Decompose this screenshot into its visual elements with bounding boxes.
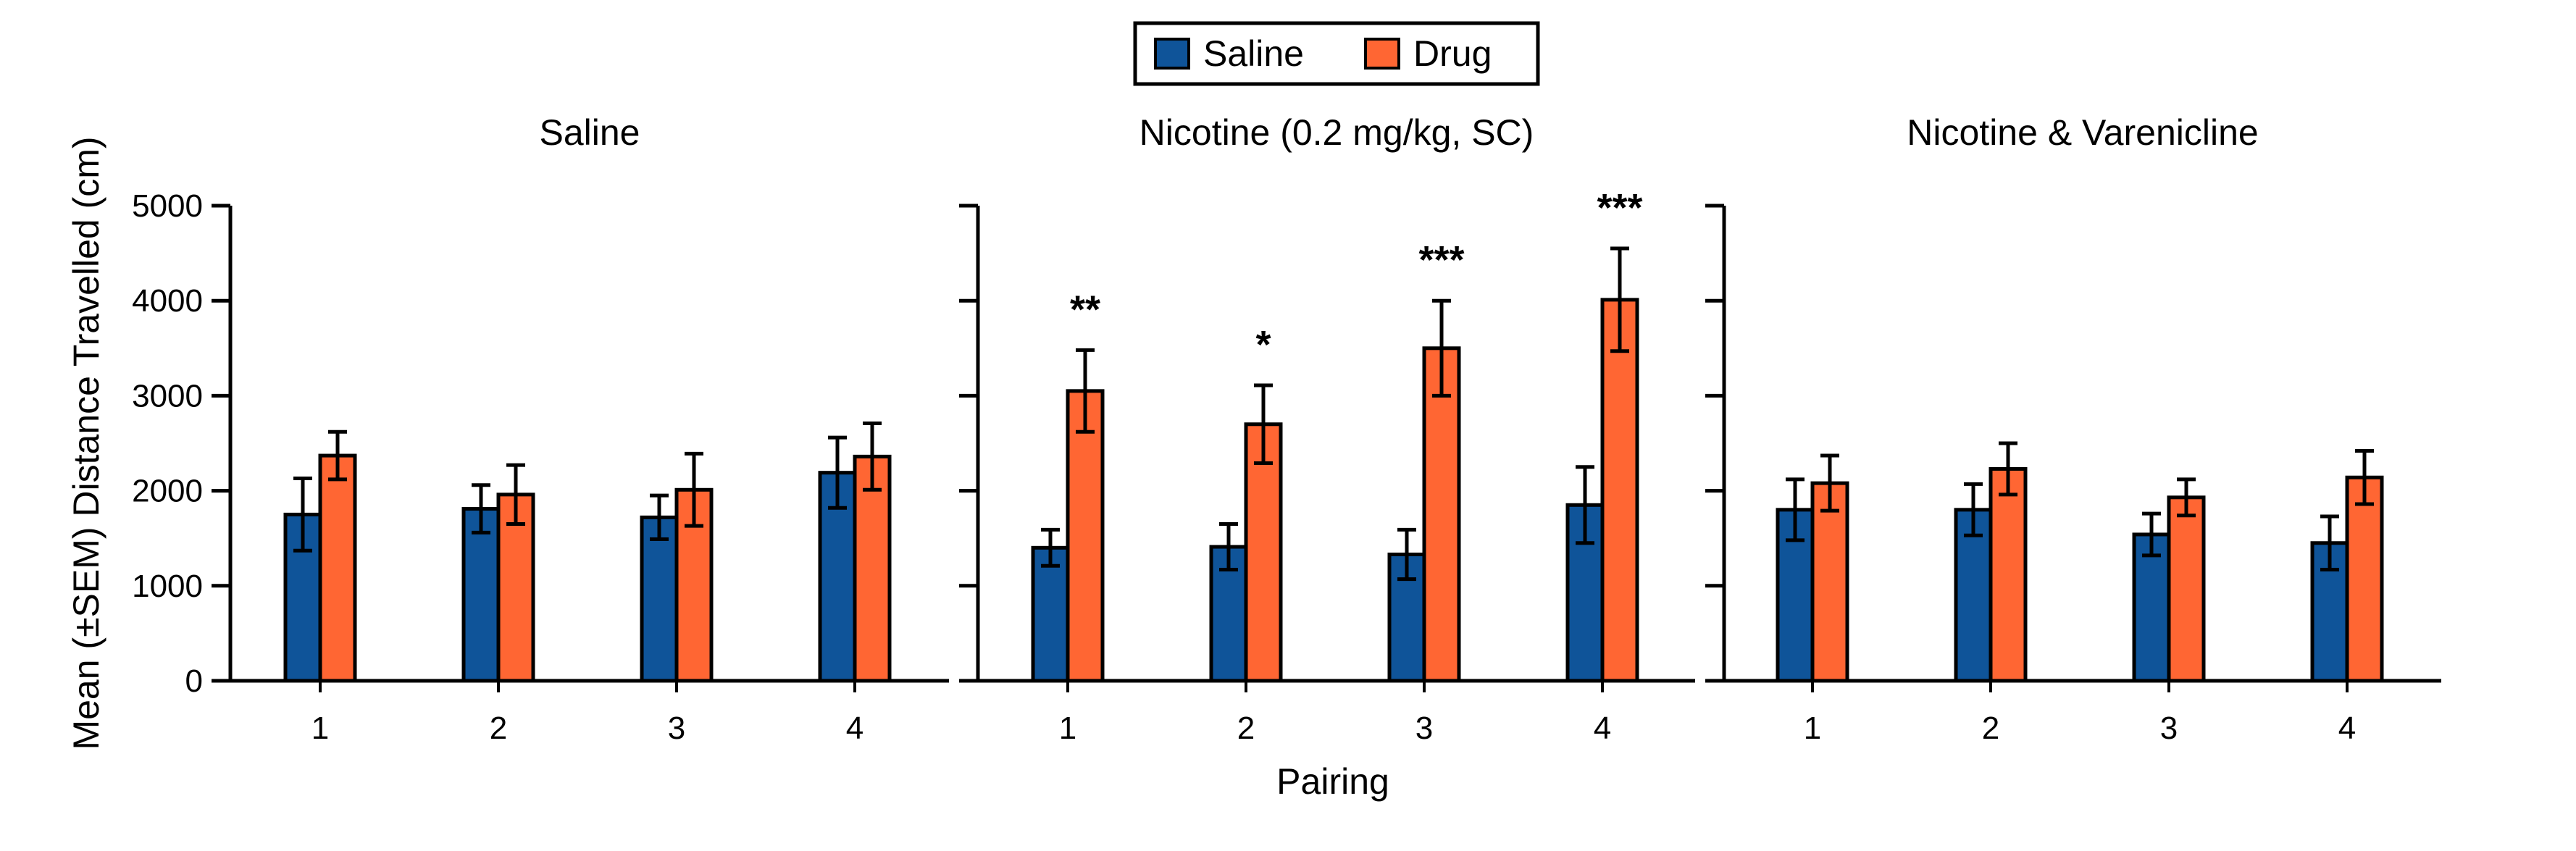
y-tick-label-4000: 4000 <box>132 283 203 319</box>
panel-2-bar-drug-3 <box>1422 346 1461 683</box>
panel-2-significance-1: ** <box>1070 288 1100 331</box>
panel-1-bar-saline-3 <box>640 515 679 683</box>
panel-3-x-tick-label-2: 2 <box>1982 710 1999 746</box>
legend-label-drug: Drug <box>1413 33 1492 74</box>
panel-1-x-tick-label-4: 4 <box>846 710 863 746</box>
panel-2-bar-saline-4 <box>1565 503 1605 683</box>
legend-swatch-saline <box>1154 38 1190 70</box>
legend-box <box>1133 21 1540 86</box>
panel-3-bar-drug-4 <box>2345 475 2384 683</box>
panel-3-x-tick-label-4: 4 <box>2338 710 2356 746</box>
panel-1-x-tick-label-3: 3 <box>668 710 685 746</box>
y-tick-label-1000: 1000 <box>132 569 203 604</box>
panel-3-bar-saline-2 <box>1954 508 1993 683</box>
panel-2-x-tick-label-4: 4 <box>1594 710 1611 746</box>
panel-3-x-tick-label-1: 1 <box>1804 710 1821 746</box>
panel-3-bar-drug-1 <box>1810 481 1849 683</box>
panel-2-significance-3: *** <box>1418 238 1464 282</box>
x-axis-label: Pairing <box>1276 761 1389 802</box>
y-tick-label-3000: 3000 <box>132 378 203 414</box>
y-tick-label-2000: 2000 <box>132 474 203 509</box>
panel-2-significance-4: *** <box>1597 186 1642 230</box>
panel-2-significance-2: * <box>1255 323 1271 366</box>
panel-2-bar-drug-2 <box>1244 422 1283 683</box>
panel-1-bar-saline-2 <box>461 507 501 683</box>
panel-2-x-tick-label-3: 3 <box>1415 710 1433 746</box>
y-axis-label: Mean (±SEM) Distance Travelled (cm) <box>66 136 106 750</box>
legend-label-saline: Saline <box>1203 33 1304 74</box>
panel-2-x-tick-label-2: 2 <box>1237 710 1255 746</box>
panel-1-title: Saline <box>540 112 640 153</box>
y-tick-label-5000: 5000 <box>132 188 203 224</box>
panel-3-bar-drug-3 <box>2167 495 2206 683</box>
panel-1-x-tick-label-1: 1 <box>311 710 329 746</box>
panel-1-bar-drug-1 <box>318 453 357 683</box>
panel-3-title: Nicotine & Varenicline <box>1907 112 2258 153</box>
y-tick-label-0: 0 <box>185 663 203 699</box>
panel-3-bar-drug-2 <box>1989 466 2028 683</box>
panel-2-title: Nicotine (0.2 mg/kg, SC) <box>1139 112 1534 153</box>
panel-2-bar-drug-1 <box>1066 389 1105 683</box>
panel-3-x-tick-label-3: 3 <box>2160 710 2178 746</box>
panel-2-bar-drug-4 <box>1600 298 1639 683</box>
panel-2-x-tick-label-1: 1 <box>1059 710 1076 746</box>
panel-1-x-tick-label-2: 2 <box>490 710 507 746</box>
panel-2-bar-saline-1 <box>1031 545 1070 683</box>
legend-swatch-drug <box>1364 38 1400 70</box>
